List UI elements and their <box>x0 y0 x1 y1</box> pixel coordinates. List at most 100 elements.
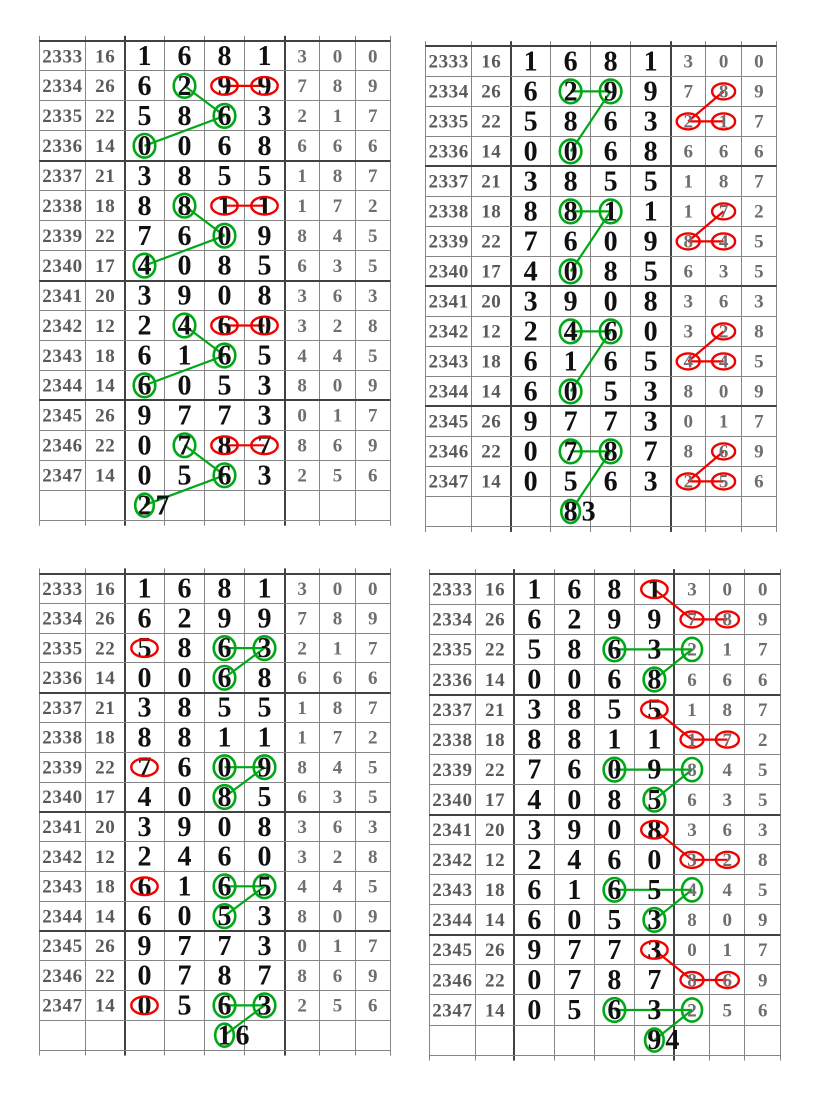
svg-text:6: 6 <box>723 970 733 991</box>
svg-text:3: 3 <box>647 935 661 966</box>
svg-text:0: 0 <box>178 251 192 282</box>
svg-text:3: 3 <box>524 287 538 318</box>
svg-text:1: 1 <box>297 698 307 719</box>
svg-text:4: 4 <box>683 352 693 373</box>
svg-text:0: 0 <box>683 412 693 433</box>
svg-text:8: 8 <box>297 906 307 927</box>
svg-text:22: 22 <box>481 232 501 253</box>
svg-text:2: 2 <box>723 850 733 871</box>
svg-text:4: 4 <box>665 1025 679 1056</box>
svg-text:6: 6 <box>138 871 152 902</box>
svg-text:0: 0 <box>138 663 152 694</box>
svg-text:6: 6 <box>758 670 768 691</box>
svg-text:6: 6 <box>683 262 693 283</box>
svg-text:6: 6 <box>218 871 232 902</box>
svg-text:7: 7 <box>647 965 661 996</box>
svg-text:2337: 2337 <box>428 172 468 193</box>
svg-text:1: 1 <box>719 412 729 433</box>
svg-text:3: 3 <box>644 377 658 408</box>
svg-text:1: 1 <box>258 191 272 222</box>
svg-text:2341: 2341 <box>428 292 468 313</box>
svg-text:1: 1 <box>258 41 272 72</box>
svg-text:7: 7 <box>218 401 232 432</box>
svg-text:2: 2 <box>567 605 581 636</box>
svg-text:0: 0 <box>527 665 541 696</box>
svg-text:3: 3 <box>297 286 307 307</box>
svg-text:8: 8 <box>297 436 307 457</box>
svg-text:26: 26 <box>481 412 501 433</box>
svg-text:5: 5 <box>368 346 378 367</box>
svg-text:8: 8 <box>218 961 232 992</box>
svg-text:3: 3 <box>687 820 697 841</box>
svg-text:3: 3 <box>644 407 658 438</box>
svg-text:5: 5 <box>178 460 192 491</box>
svg-text:14: 14 <box>485 670 505 691</box>
svg-text:8: 8 <box>607 574 621 605</box>
svg-text:0: 0 <box>524 437 538 468</box>
svg-text:8: 8 <box>258 812 272 843</box>
svg-text:9: 9 <box>754 442 764 463</box>
svg-text:0: 0 <box>138 961 152 992</box>
svg-text:3: 3 <box>687 580 697 601</box>
svg-text:3: 3 <box>683 52 693 73</box>
svg-text:1: 1 <box>723 940 733 961</box>
svg-text:2339: 2339 <box>42 226 82 247</box>
svg-text:2347: 2347 <box>42 996 82 1017</box>
svg-text:6: 6 <box>754 472 764 493</box>
svg-text:7: 7 <box>138 752 152 783</box>
svg-text:6: 6 <box>368 668 378 689</box>
svg-text:5: 5 <box>368 226 378 247</box>
svg-text:8: 8 <box>647 815 661 846</box>
svg-text:2341: 2341 <box>42 286 82 307</box>
svg-text:1: 1 <box>297 196 307 217</box>
svg-text:5: 5 <box>258 871 272 902</box>
svg-text:7: 7 <box>723 730 733 751</box>
svg-text:5: 5 <box>647 785 661 816</box>
svg-text:9: 9 <box>138 931 152 962</box>
svg-text:0: 0 <box>644 317 658 348</box>
svg-text:2335: 2335 <box>428 112 468 133</box>
svg-text:18: 18 <box>481 202 501 223</box>
svg-text:2335: 2335 <box>42 638 82 659</box>
svg-text:6: 6 <box>607 845 621 876</box>
svg-text:0: 0 <box>719 52 729 73</box>
svg-text:9: 9 <box>647 755 661 786</box>
svg-text:0: 0 <box>138 430 152 461</box>
svg-text:2: 2 <box>178 71 192 102</box>
svg-text:8: 8 <box>723 700 733 721</box>
svg-text:4: 4 <box>719 352 729 373</box>
svg-text:3: 3 <box>644 467 658 498</box>
svg-text:26: 26 <box>485 940 505 961</box>
svg-text:8: 8 <box>368 316 378 337</box>
svg-text:6: 6 <box>719 292 729 313</box>
svg-text:1: 1 <box>683 172 693 193</box>
svg-text:26: 26 <box>95 936 115 957</box>
svg-text:2337: 2337 <box>432 700 472 721</box>
svg-text:8: 8 <box>178 191 192 222</box>
svg-text:7: 7 <box>644 437 658 468</box>
svg-text:2335: 2335 <box>432 640 472 661</box>
svg-text:4: 4 <box>524 257 538 288</box>
svg-text:0: 0 <box>527 995 541 1026</box>
svg-text:8: 8 <box>178 101 192 132</box>
svg-text:22: 22 <box>95 638 115 659</box>
svg-text:6: 6 <box>524 377 538 408</box>
svg-text:2337: 2337 <box>42 166 82 187</box>
svg-text:0: 0 <box>218 221 232 252</box>
svg-text:6: 6 <box>567 755 581 786</box>
svg-text:2339: 2339 <box>42 758 82 779</box>
svg-text:3: 3 <box>258 901 272 932</box>
svg-text:6: 6 <box>524 347 538 378</box>
svg-text:0: 0 <box>297 936 307 957</box>
svg-text:7: 7 <box>218 931 232 962</box>
svg-text:9: 9 <box>178 281 192 312</box>
svg-text:5: 5 <box>368 877 378 898</box>
svg-text:5: 5 <box>218 901 232 932</box>
svg-text:14: 14 <box>95 996 115 1017</box>
svg-text:0: 0 <box>138 991 152 1022</box>
svg-text:3: 3 <box>524 167 538 198</box>
svg-text:6: 6 <box>333 436 343 457</box>
svg-text:2342: 2342 <box>428 322 468 343</box>
svg-text:1: 1 <box>297 166 307 187</box>
svg-text:5: 5 <box>754 232 764 253</box>
